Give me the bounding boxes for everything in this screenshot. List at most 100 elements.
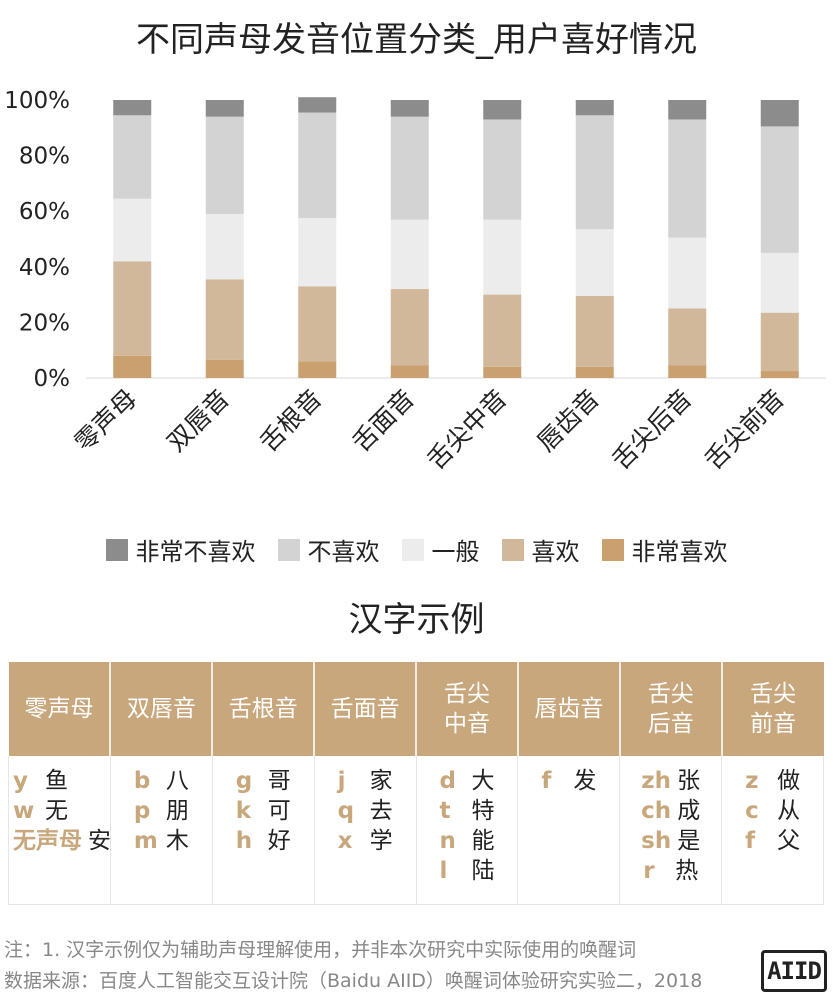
legend-item: 非常喜欢 bbox=[601, 532, 728, 567]
legend-label: 不喜欢 bbox=[307, 538, 380, 566]
bar-segment bbox=[483, 294, 522, 367]
bar-segment bbox=[575, 115, 614, 230]
legend-swatch bbox=[501, 538, 524, 561]
example-character: 陆 bbox=[471, 858, 495, 884]
example-character: 能 bbox=[471, 828, 495, 854]
initial-letters: m bbox=[133, 828, 158, 854]
bar-segment bbox=[483, 119, 522, 220]
example-character: 家 bbox=[369, 768, 393, 794]
initial-letters: c bbox=[745, 798, 759, 824]
bar-segment bbox=[575, 229, 614, 296]
bar-segment bbox=[113, 355, 152, 378]
example-character: 发 bbox=[573, 768, 597, 794]
table-header-cell: 舌尖 后音 bbox=[619, 662, 723, 756]
example-character: 特 bbox=[471, 798, 495, 824]
initial-letters: w bbox=[13, 798, 35, 824]
table-cell: y 鱼 w 无无声母安 bbox=[8, 756, 111, 905]
table-header-cell: 唇齿音 bbox=[517, 662, 621, 756]
y-tick-label: 40% bbox=[19, 255, 70, 281]
logo-text: AIID bbox=[767, 957, 822, 985]
legend-label: 非常不喜欢 bbox=[135, 538, 256, 566]
example-entry: sh 是 bbox=[641, 826, 700, 856]
section-subtitle: 汉字示例 bbox=[348, 600, 485, 640]
example-entry: ch 成 bbox=[641, 796, 700, 826]
bar-segment bbox=[760, 371, 799, 378]
example-character: 安 bbox=[88, 828, 111, 854]
footnote: 注：1. 汉字示例仅为辅助声母理解使用，并非本次研究中实际使用的唤醒词 bbox=[4, 939, 637, 961]
initial-letters: f bbox=[541, 768, 552, 794]
bar-segment bbox=[760, 252, 799, 313]
legend-swatch bbox=[105, 538, 128, 561]
legend-item: 喜欢 bbox=[501, 532, 580, 567]
example-character: 八 bbox=[165, 768, 189, 794]
example-character: 是 bbox=[677, 828, 701, 854]
initial-letters: n bbox=[439, 828, 456, 854]
example-character: 去 bbox=[369, 798, 393, 824]
initial-letters: g bbox=[235, 768, 253, 794]
initial-letters: zh bbox=[641, 768, 672, 794]
initial-letters: 无声母 bbox=[13, 828, 82, 854]
initial-letters: h bbox=[235, 828, 253, 854]
example-character: 鱼 bbox=[45, 768, 68, 794]
table-header-cell: 双唇音 bbox=[110, 662, 214, 756]
bar-segment bbox=[668, 237, 707, 309]
bar-segment bbox=[760, 312, 799, 372]
example-character: 哥 bbox=[267, 768, 291, 794]
bar-segment bbox=[760, 126, 799, 253]
bar-segment bbox=[113, 198, 152, 262]
example-character: 可 bbox=[267, 798, 291, 824]
x-tick-label: 零声母 bbox=[69, 384, 143, 458]
table-header-cell: 舌尖 中音 bbox=[416, 662, 519, 756]
bar-segment bbox=[668, 119, 707, 238]
example-character: 大 bbox=[471, 768, 495, 794]
example-character: 学 bbox=[369, 828, 393, 854]
example-character: 好 bbox=[267, 828, 291, 854]
legend-label: 非常喜欢 bbox=[631, 538, 728, 566]
legend-swatch bbox=[601, 538, 624, 561]
bar-segment bbox=[760, 100, 799, 127]
bar-segment bbox=[575, 100, 614, 116]
table-row: y 鱼 w 无无声母安 b 八 p 朋 m 木 g 哥 k 可 h 好 j 家 q 去 x 学 d 大 t 特 n 能 l 陆 f 发 zh 张 c… bbox=[8, 756, 824, 905]
legend-item: 非常不喜欢 bbox=[105, 532, 256, 567]
bar-segment bbox=[575, 366, 614, 378]
examples-table: 零声母 双唇音 舌根音 舌面音 舌尖 中音 唇齿音 舌尖 后音 舌尖 前音 y 鱼 w 无无声母安 b 八 p 朋… bbox=[8, 662, 824, 905]
table-cell: zh 张 ch 成 sh 是 r 热 bbox=[619, 756, 723, 905]
bar-segment bbox=[113, 115, 152, 199]
example-character: 做 bbox=[777, 768, 801, 794]
initial-letters: d bbox=[439, 768, 456, 794]
bar-segment bbox=[390, 365, 429, 378]
bar-segment bbox=[113, 261, 152, 356]
bar-segment bbox=[390, 219, 429, 290]
bar-segment bbox=[298, 97, 337, 113]
table-header-cell: 舌面音 bbox=[314, 662, 417, 756]
chart-title: 不同声母发音位置分类_用户喜好情况 bbox=[136, 20, 697, 60]
example-character: 朋 bbox=[165, 798, 189, 824]
data-source: 数据来源：百度人工智能交互设计院（Baidu AIID）唤醒词体验研究实验二，2… bbox=[4, 970, 703, 992]
initial-letters: ch bbox=[641, 798, 672, 824]
y-tick-label: 100% bbox=[4, 88, 70, 114]
y-tick-label: 80% bbox=[19, 144, 70, 170]
initial-letters: q bbox=[337, 798, 355, 824]
initial-letters: p bbox=[133, 798, 151, 824]
bar-segment bbox=[298, 112, 337, 219]
legend-label: 一般 bbox=[431, 538, 480, 566]
